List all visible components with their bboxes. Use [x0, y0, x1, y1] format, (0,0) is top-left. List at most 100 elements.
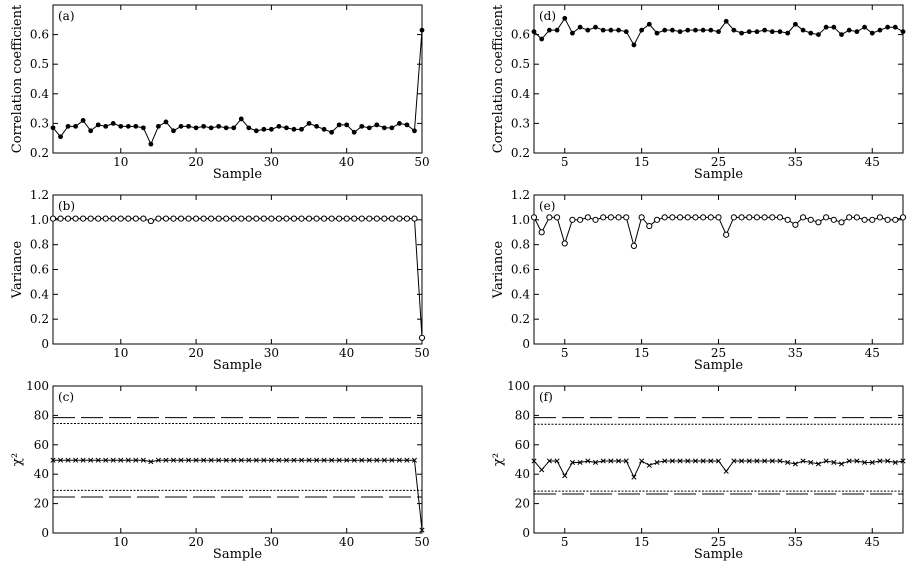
- data-point: [708, 458, 714, 464]
- data-point: [305, 215, 313, 222]
- y-tick-label: 0.6: [511, 28, 530, 42]
- y-tick-label: 0.4: [511, 87, 530, 101]
- data-point: [298, 215, 305, 222]
- data-point: [623, 458, 629, 464]
- y-axis-label: χ²: [491, 453, 506, 466]
- plot-frame: [52, 4, 423, 154]
- data-point: [646, 21, 652, 27]
- data-point: [88, 128, 94, 134]
- data-point: [792, 461, 798, 467]
- data-point: [685, 458, 691, 464]
- x-tick-label: 40: [339, 346, 354, 360]
- data-point: [291, 457, 297, 463]
- data-point: [171, 128, 176, 134]
- data-point: [569, 459, 575, 465]
- data-point: [815, 461, 821, 467]
- data-point: [246, 125, 252, 131]
- data-point: [869, 30, 875, 36]
- data-point: [646, 462, 652, 468]
- y-axis-label: Correlation coefficient: [491, 4, 506, 153]
- data-point: [95, 457, 101, 463]
- data-point: [762, 27, 768, 33]
- data-point: [276, 457, 282, 463]
- x-tick-label: 30: [264, 155, 279, 169]
- y-tick-label: 80: [515, 408, 530, 422]
- data-point: [677, 29, 683, 35]
- data-point: [72, 215, 79, 222]
- x-tick-label: 20: [188, 346, 203, 360]
- data-point: [253, 128, 259, 134]
- data-point: [314, 457, 320, 463]
- data-point: [118, 123, 124, 129]
- data-point: [50, 125, 56, 131]
- data-point: [314, 123, 319, 129]
- data-point: [538, 229, 545, 236]
- data-point: [900, 29, 906, 35]
- data-point: [862, 24, 867, 30]
- data-point: [584, 214, 591, 221]
- x-tick-label: 15: [634, 155, 649, 169]
- data-point: [418, 334, 426, 341]
- y-tick-label: 80: [34, 408, 49, 422]
- data-point: [366, 125, 372, 131]
- x-tick-label: 35: [788, 155, 803, 169]
- data-point: [102, 215, 109, 222]
- x-tick-label: 35: [788, 535, 803, 549]
- x-tick-label: 30: [264, 535, 279, 549]
- data-point: [359, 123, 365, 129]
- data-point: [869, 459, 875, 465]
- y-tick-label: 0.4: [30, 87, 49, 101]
- data-point: [731, 27, 737, 33]
- data-point: [125, 457, 131, 463]
- data-point: [600, 27, 606, 33]
- data-point: [861, 216, 868, 223]
- data-point: [554, 27, 560, 33]
- data-point: [892, 216, 899, 223]
- data-point: [723, 468, 729, 474]
- data-point: [592, 459, 599, 465]
- data-point: [328, 215, 335, 222]
- data-point: [208, 125, 214, 131]
- data-point: [88, 457, 94, 463]
- data-point: [631, 42, 637, 48]
- data-point: [299, 126, 304, 132]
- data-point: [631, 474, 637, 480]
- y-tick-label: 0.5: [511, 57, 530, 71]
- data-point: [389, 457, 395, 463]
- data-point: [885, 24, 891, 30]
- panel-f: 5 15 25 35 45 0 20 40 60 80 100 Sample χ² (f): [491, 379, 906, 562]
- data-point: [769, 29, 775, 35]
- y-tick-label: 0.3: [30, 116, 49, 130]
- data-point: [616, 458, 622, 464]
- x-tick-label: 10: [113, 346, 128, 360]
- data-point: [49, 215, 57, 222]
- plot-frame: [533, 4, 904, 154]
- data-point: [140, 457, 146, 463]
- data-point: [562, 473, 568, 479]
- data-point: [700, 458, 706, 464]
- data-point: [208, 457, 214, 463]
- data-point: [201, 123, 207, 129]
- data-point: [862, 459, 868, 465]
- data-point: [110, 457, 116, 463]
- data-point: [396, 215, 403, 222]
- data-point: [186, 123, 191, 129]
- panel-c: 10 20 30 40 50 0 20 40 60 80 100 Sample χ² (c): [10, 379, 430, 562]
- data-point: [562, 15, 568, 21]
- data-point: [546, 27, 552, 33]
- panel-b: 10 20 30 40 50 0 0.2 0.4 0.6 0.8 1.0 1.2 Sample Varia…: [10, 188, 430, 373]
- data-point: [411, 457, 418, 463]
- data-point: [388, 215, 395, 222]
- data-point: [746, 214, 753, 221]
- x-tick-label: 40: [339, 155, 354, 169]
- data-point: [530, 214, 538, 221]
- data-point: [693, 27, 698, 33]
- data-point: [892, 24, 898, 30]
- data-point: [374, 122, 380, 128]
- data-point: [823, 24, 829, 30]
- data-point: [585, 27, 591, 33]
- y-tick-label: 0.2: [30, 146, 49, 160]
- x-axis-label: Sample: [213, 547, 262, 562]
- data-point: [80, 457, 86, 463]
- data-point: [831, 24, 837, 30]
